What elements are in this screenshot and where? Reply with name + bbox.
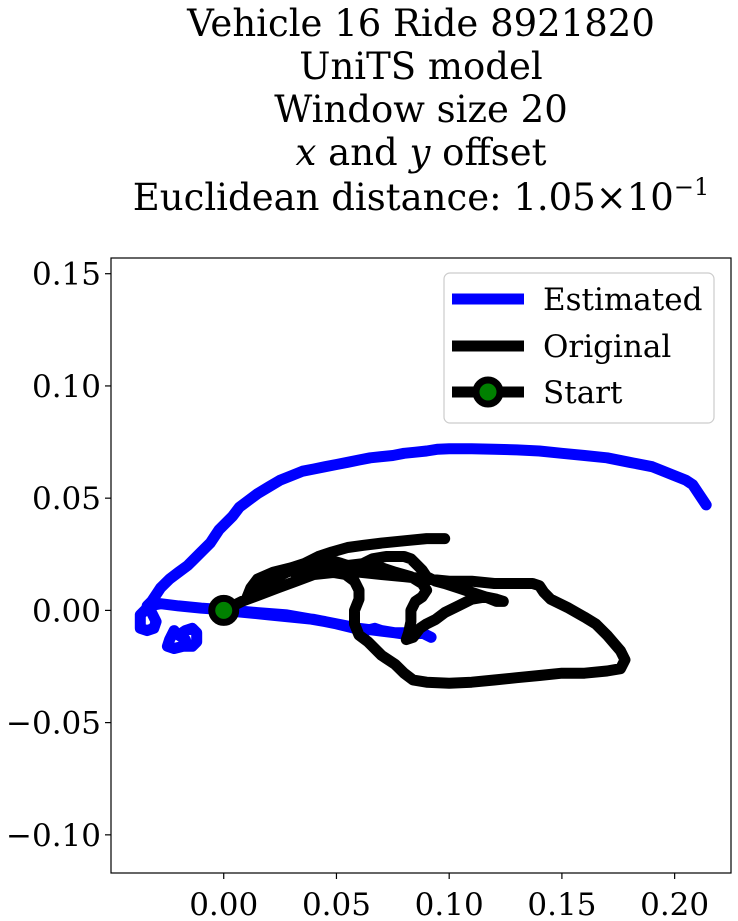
x-tick-label: 0.10 — [415, 887, 484, 921]
series-estimated-loop — [161, 622, 203, 654]
legend-label-estimated: Estimated — [543, 282, 702, 318]
legend: Estimated Original Start — [443, 272, 715, 424]
y-tick-label: 0.15 — [32, 257, 101, 293]
plot-area — [134, 443, 712, 689]
title-line-1: Vehicle 16 Ride 8921820 — [186, 2, 655, 45]
legend-label-start: Start — [543, 375, 623, 411]
x-tick-label: 0.00 — [189, 887, 258, 921]
legend-swatch-start-marker — [472, 376, 504, 408]
chart-title: Vehicle 16 Ride 8921820 UniTS model Wind… — [133, 2, 709, 219]
y-tick-label: 0.10 — [32, 369, 101, 405]
title-line-5: Euclidean distance: 1.05×10−1 — [133, 173, 709, 219]
x-axis: 0.00 0.05 0.10 0.15 0.20 — [189, 873, 709, 921]
legend-box — [443, 272, 715, 424]
x-tick-label: 0.05 — [302, 887, 371, 921]
series-estimated-line — [134, 443, 712, 643]
legend-label-original: Original — [543, 329, 671, 365]
y-tick-label: −0.10 — [6, 818, 101, 854]
y-tick-label: 0.00 — [32, 593, 101, 629]
title-line-2: UniTS model — [299, 45, 542, 88]
x-tick-label: 0.15 — [527, 887, 596, 921]
series-original-line — [218, 533, 631, 689]
y-tick-label: −0.05 — [6, 706, 101, 742]
title-line-4: x and y offset — [296, 131, 547, 174]
y-axis: −0.10 −0.05 0.00 0.05 0.10 0.15 — [6, 257, 111, 854]
x-tick-label: 0.20 — [640, 887, 709, 921]
axes-frame — [110, 257, 732, 874]
title-line-3: Window size 20 — [274, 88, 568, 131]
start-marker — [208, 594, 240, 626]
y-tick-label: 0.05 — [32, 481, 101, 517]
